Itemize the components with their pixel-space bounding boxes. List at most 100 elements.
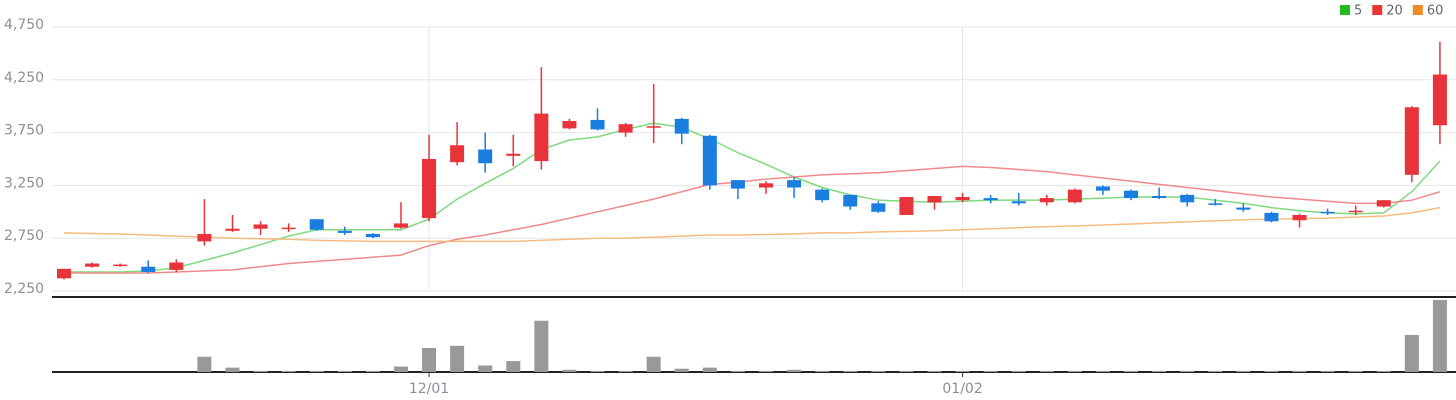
x-tick-label: 01/02 bbox=[942, 381, 982, 397]
volume-bar bbox=[1208, 370, 1223, 372]
legend-label: 20 bbox=[1386, 4, 1403, 19]
y-tick-label: 2,750 bbox=[4, 228, 44, 244]
volume-bar bbox=[1067, 370, 1082, 372]
y-tick-label: 2,250 bbox=[4, 281, 44, 297]
volume-bar bbox=[197, 356, 212, 372]
candle-body bbox=[1067, 189, 1082, 203]
candle-body bbox=[422, 159, 437, 219]
candle-body bbox=[1320, 211, 1335, 214]
volume-bar bbox=[450, 345, 465, 372]
volume-bar bbox=[1152, 370, 1167, 372]
candle-body bbox=[534, 113, 549, 162]
volume-bar bbox=[393, 366, 408, 372]
candle-body bbox=[1432, 74, 1447, 126]
volume-bar bbox=[702, 367, 717, 372]
volume-bar bbox=[1011, 370, 1026, 372]
volume-bar bbox=[730, 370, 745, 372]
y-tick-label: 4,250 bbox=[4, 70, 44, 86]
volume-bar bbox=[590, 370, 605, 372]
candle-body bbox=[450, 145, 465, 163]
legend-swatch bbox=[1372, 5, 1383, 15]
volume-bar bbox=[1180, 370, 1195, 372]
candle-body bbox=[983, 198, 998, 201]
candle-body bbox=[365, 233, 380, 238]
volume-bar bbox=[1432, 300, 1447, 372]
candle-body bbox=[899, 197, 914, 215]
candle-body bbox=[787, 180, 802, 188]
volume-bar bbox=[1376, 370, 1391, 372]
candle-body bbox=[309, 219, 324, 230]
candle-body bbox=[955, 197, 970, 201]
volume-bar bbox=[1236, 370, 1251, 372]
candle-body bbox=[1264, 212, 1279, 222]
candle-body bbox=[843, 194, 858, 207]
volume-bar bbox=[281, 370, 296, 372]
volume-bar bbox=[618, 370, 633, 372]
volume-bar bbox=[646, 356, 661, 372]
candle-body bbox=[1208, 203, 1223, 205]
ma-line bbox=[64, 165, 1441, 274]
x-tick-label: 12/01 bbox=[409, 381, 449, 397]
legend: 5 20 60 bbox=[1340, 4, 1443, 19]
candle-body bbox=[562, 120, 577, 129]
volume-bar bbox=[1320, 370, 1335, 372]
candle-body bbox=[478, 149, 493, 164]
candle-body bbox=[730, 180, 745, 189]
candle-body bbox=[113, 264, 128, 267]
candle-body bbox=[1124, 190, 1139, 199]
volume-bar bbox=[843, 370, 858, 372]
ma-line bbox=[64, 122, 1441, 273]
ma-line bbox=[63, 206, 1441, 243]
candle-body bbox=[1292, 214, 1307, 221]
candle-body bbox=[618, 124, 633, 133]
volume-bar bbox=[534, 320, 549, 372]
candle-body bbox=[253, 224, 268, 229]
candle-body bbox=[646, 126, 661, 128]
legend-swatch bbox=[1412, 5, 1423, 15]
candle-body bbox=[169, 262, 184, 270]
candle-body bbox=[590, 119, 605, 130]
y-tick-label: 4,750 bbox=[4, 17, 44, 33]
legend-label: 60 bbox=[1427, 4, 1444, 19]
volume-bar bbox=[759, 370, 773, 372]
volume-bar bbox=[337, 370, 352, 372]
y-tick-label: 3,250 bbox=[4, 175, 44, 191]
legend-label: 5 bbox=[1354, 4, 1362, 19]
candle-body bbox=[674, 118, 689, 134]
volume-bar bbox=[787, 369, 802, 372]
candle-body bbox=[57, 268, 71, 279]
candle-body bbox=[759, 183, 773, 188]
candle-body bbox=[141, 266, 156, 272]
candle-body bbox=[871, 203, 886, 212]
candle-body bbox=[337, 230, 352, 233]
candle-body bbox=[1152, 195, 1167, 199]
volume-bar bbox=[1095, 370, 1110, 372]
volume-bar bbox=[1124, 370, 1139, 372]
volume-bar bbox=[927, 370, 942, 372]
volume-bar bbox=[1039, 370, 1054, 372]
candle-body bbox=[1404, 107, 1419, 175]
volume-bar bbox=[1404, 334, 1419, 372]
volume-bar bbox=[422, 348, 437, 372]
candle-body bbox=[927, 195, 942, 203]
candle-body bbox=[1236, 207, 1251, 210]
volume-bar bbox=[815, 370, 830, 372]
candle-body bbox=[1376, 200, 1391, 207]
legend-swatch bbox=[1340, 5, 1350, 15]
candle-body bbox=[225, 228, 240, 231]
candle-body bbox=[281, 227, 296, 230]
volume-bar bbox=[983, 370, 998, 372]
y-tick-label: 3,750 bbox=[4, 123, 44, 139]
candle-body bbox=[815, 189, 830, 201]
volume-bar bbox=[955, 370, 970, 372]
volume-bar bbox=[562, 369, 577, 372]
volume-bar bbox=[365, 370, 380, 372]
candle-body bbox=[1180, 194, 1195, 203]
volume-bar bbox=[1264, 370, 1279, 372]
volume-bar bbox=[225, 367, 240, 372]
volume-bar bbox=[674, 368, 689, 372]
candle-body bbox=[1348, 210, 1363, 213]
candle-body bbox=[85, 263, 100, 267]
volume-bar bbox=[1292, 370, 1307, 372]
